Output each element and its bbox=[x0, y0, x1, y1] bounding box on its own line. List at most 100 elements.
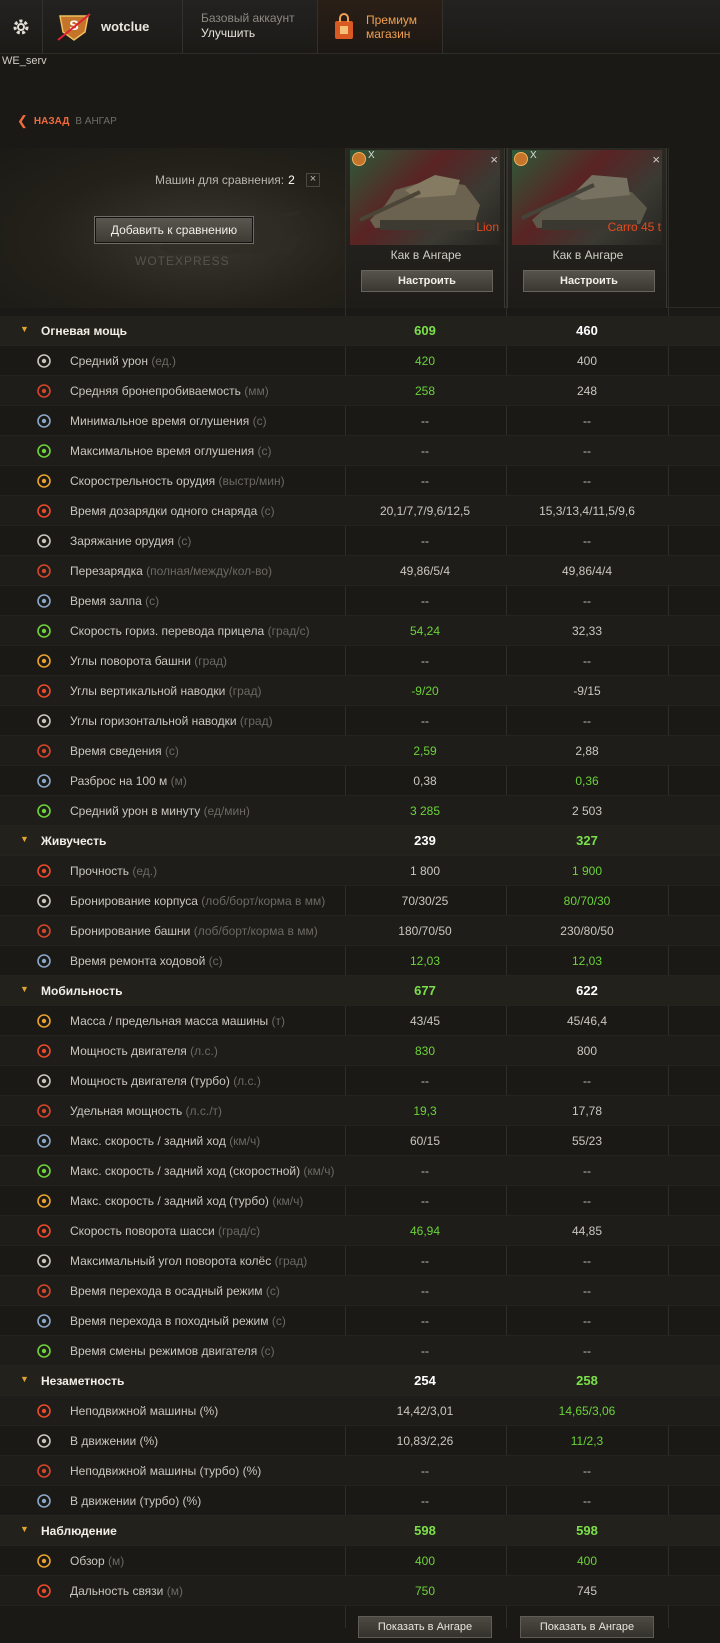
label-text: Заряжание орудия bbox=[70, 533, 175, 548]
stat-label: В движении (%) bbox=[70, 1434, 158, 1448]
back-link[interactable]: НАЗАД bbox=[33, 115, 70, 127]
label-text: Время смены режимов двигателя bbox=[70, 1343, 258, 1358]
stat-label: Мощность двигателя (турбо) (л.с.) bbox=[70, 1074, 261, 1088]
label-text: Мощность двигателя bbox=[70, 1043, 187, 1058]
value-tank-2: 0,36 bbox=[575, 773, 599, 788]
unit-text: (с) bbox=[271, 1313, 286, 1328]
label-text: Скорострельность орудия bbox=[70, 473, 216, 488]
unit-text: (м) bbox=[166, 1583, 183, 1598]
chevron-down-icon[interactable]: ▼ bbox=[20, 1524, 29, 1534]
value-tank-1: 239 bbox=[414, 833, 436, 848]
stat-label: Удельная мощность (л.с./т) bbox=[70, 1104, 222, 1118]
clear-compare-button[interactable]: × bbox=[306, 173, 320, 187]
column-divider bbox=[345, 148, 346, 1628]
category-row[interactable]: ▼ Живучесть 239 327 bbox=[0, 826, 720, 856]
unit-text: (ед.) bbox=[151, 353, 177, 368]
stat-label: Время сведения (с) bbox=[70, 744, 179, 758]
compare-count-value: 2 bbox=[288, 173, 295, 187]
category-row[interactable]: ▼ Огневая мощь 609 460 bbox=[0, 316, 720, 346]
value-tank-2: 598 bbox=[576, 1523, 598, 1538]
compare-header: Машин для сравнения: 2 × Добавить к сравн… bbox=[0, 148, 720, 308]
remove-tank-button[interactable]: × bbox=[490, 152, 498, 167]
value-tank-1: -- bbox=[421, 1313, 429, 1328]
category-label: Наблюдение bbox=[41, 1524, 117, 1538]
user-profile[interactable]: S wotclue bbox=[43, 0, 183, 53]
stat-label: Неподвижной машины (%) bbox=[70, 1404, 218, 1418]
stat-label: Масса / предельная масса машины (т) bbox=[70, 1014, 285, 1028]
unit-text: (л.с.) bbox=[233, 1073, 261, 1088]
stat-row: Максимальный угол поворота колёс (град) -… bbox=[0, 1246, 720, 1276]
unit-text: (град) bbox=[228, 683, 262, 698]
stat-label: Углы вертикальной наводки (град) bbox=[70, 684, 261, 698]
svg-text:S: S bbox=[69, 17, 78, 33]
category-row[interactable]: ▼ Наблюдение 598 598 bbox=[0, 1516, 720, 1546]
stat-row: Удельная мощность (л.с./т) 19,3 17,78 bbox=[0, 1096, 720, 1126]
account-status[interactable]: Базовый аккаунт Улучшить bbox=[183, 0, 318, 53]
label-text: Максимальный угол поворота колёс bbox=[70, 1253, 272, 1268]
premium-shop-button[interactable]: Премиум магазин bbox=[318, 0, 443, 53]
radio-range-icon bbox=[36, 1583, 52, 1599]
magazine-reload-icon bbox=[36, 563, 52, 579]
stat-row: Перезарядка (полная/между/кол-во) 49,86/5… bbox=[0, 556, 720, 586]
value-tank-1: 20,1/7,7/9,6/12,5 bbox=[379, 503, 471, 518]
label-text: Время ремонта ходовой bbox=[70, 953, 206, 968]
value-tank-1: 46,94 bbox=[409, 1223, 441, 1238]
chevron-down-icon[interactable]: ▼ bbox=[20, 324, 29, 334]
stat-label: Минимальное время оглушения (с) bbox=[70, 414, 267, 428]
show-in-hangar-button-1[interactable]: Показать в Ангаре bbox=[358, 1616, 492, 1638]
value-tank-1: 598 bbox=[414, 1523, 436, 1538]
label-text: В движении (%) bbox=[70, 1433, 159, 1448]
unit-text: (км/ч) bbox=[272, 1193, 304, 1208]
unit-text: (ед/мин) bbox=[203, 803, 250, 818]
add-to-compare-button[interactable]: Добавить к сравнению bbox=[94, 216, 254, 244]
remove-tank-button[interactable]: × bbox=[652, 152, 660, 167]
value-tank-1: -- bbox=[421, 1073, 429, 1088]
category-label: Живучесть bbox=[41, 834, 106, 848]
unit-text: (с) bbox=[208, 953, 223, 968]
stat-row: Макс. скорость / задний ход (скоростной)… bbox=[0, 1156, 720, 1186]
chevron-down-icon[interactable]: ▼ bbox=[20, 834, 29, 844]
stat-row: Время смены режимов двигателя (с) -- -- bbox=[0, 1336, 720, 1366]
unit-text: (с) bbox=[145, 593, 160, 608]
stat-row: Время перехода в походный режим (с) -- -- bbox=[0, 1306, 720, 1336]
value-tank-2: 14,65/3,06 bbox=[558, 1403, 616, 1418]
chevron-left-icon: ❮ bbox=[17, 113, 28, 128]
label-text: Прочность bbox=[70, 863, 130, 878]
value-tank-2: -- bbox=[583, 1253, 591, 1268]
unit-text: (км/ч) bbox=[229, 1133, 261, 1148]
stat-label: Макс. скорость / задний ход (км/ч) bbox=[70, 1134, 260, 1148]
label-text: Скорость поворота шасси bbox=[70, 1223, 215, 1238]
camo-still-icon bbox=[36, 1403, 52, 1419]
category-row[interactable]: ▼ Мобильность 677 622 bbox=[0, 976, 720, 1006]
label-text: Обзор bbox=[70, 1553, 105, 1568]
tank-carro-icon bbox=[521, 175, 647, 230]
stat-row: В движении (турбо) (%) -- -- bbox=[0, 1486, 720, 1516]
configure-button[interactable]: Настроить bbox=[361, 270, 493, 292]
camo-moving-icon bbox=[36, 1433, 52, 1449]
stat-row: Средняя бронепробиваемость (мм) 258 248 bbox=[0, 376, 720, 406]
stat-row: Скорость поворота шасси (град/с) 46,94 44,… bbox=[0, 1216, 720, 1246]
category-row[interactable]: ▼ Незаметность 254 258 bbox=[0, 1366, 720, 1396]
show-in-hangar-button-2[interactable]: Показать в Ангаре bbox=[520, 1616, 654, 1638]
settings-button[interactable] bbox=[0, 0, 43, 54]
unit-text: (град/с) bbox=[218, 1223, 261, 1238]
column-divider bbox=[506, 148, 507, 1628]
configure-button[interactable]: Настроить bbox=[523, 270, 655, 292]
unit-text: (с) bbox=[265, 1283, 280, 1298]
chevron-down-icon[interactable]: ▼ bbox=[20, 984, 29, 994]
value-tank-1: -- bbox=[421, 653, 429, 668]
value-tank-1: -9/20 bbox=[411, 683, 439, 698]
chevron-down-icon[interactable]: ▼ bbox=[20, 1374, 29, 1384]
hangar-crumb[interactable]: В АНГАР bbox=[75, 115, 117, 127]
account-type: Базовый аккаунт bbox=[201, 11, 295, 25]
label-text: Макс. скорость / задний ход (турбо) bbox=[70, 1193, 269, 1208]
stat-row: Неподвижной машины (%) 14,42/3,01 14,65/3,… bbox=[0, 1396, 720, 1426]
value-tank-2: -- bbox=[583, 1493, 591, 1508]
stat-label: Неподвижной машины (турбо) (%) bbox=[70, 1464, 261, 1478]
upgrade-link[interactable]: Улучшить bbox=[201, 26, 256, 40]
tank-tier: X bbox=[530, 150, 537, 161]
shell-reload-icon bbox=[36, 503, 52, 519]
stat-label: Обзор (м) bbox=[70, 1554, 124, 1568]
label-text: Время перехода в походный режим bbox=[70, 1313, 272, 1328]
label-text: Макс. скорость / задний ход bbox=[70, 1133, 226, 1148]
